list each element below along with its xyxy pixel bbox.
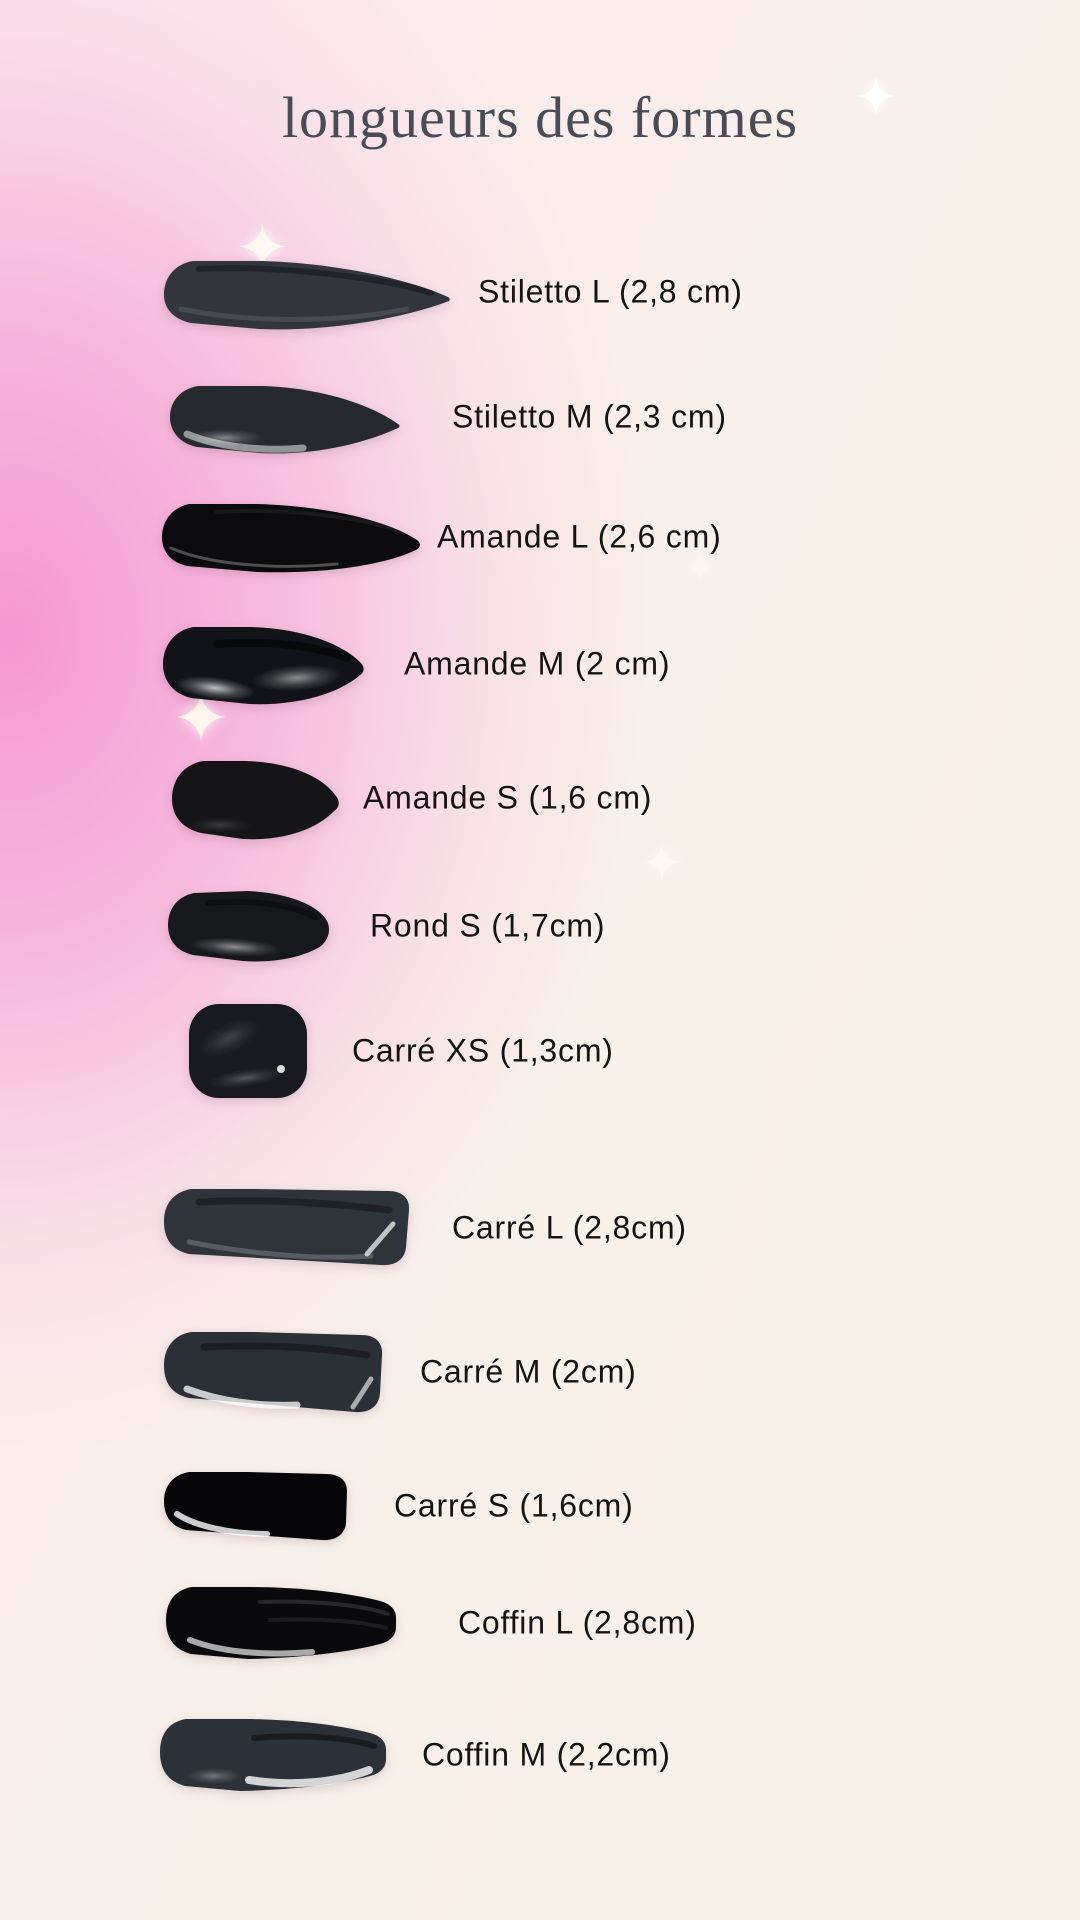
nail-size-label: Stiletto M (2,3 cm) — [452, 398, 727, 435]
nail-row-amande-s: Amande S (1,6 cm) — [0, 751, 1080, 844]
nail-row-stiletto-l: Stiletto L (2,8 cm) — [0, 251, 1080, 333]
carre-m-nail-image — [164, 1332, 383, 1413]
nail-row-amande-m: Amande M (2 cm) — [0, 618, 1080, 710]
nail-size-label: Amande L (2,6 cm) — [437, 518, 722, 555]
stiletto-m-nail-image — [170, 386, 400, 454]
amande-s-nail-image — [172, 761, 339, 840]
sparkle-icon — [685, 551, 715, 581]
page-title: longueurs des formes — [281, 85, 799, 150]
nail-size-label: Stiletto L (2,8 cm) — [478, 273, 743, 310]
nail-row-coffin-l: Coffin L (2,8cm) — [0, 1580, 1080, 1666]
nail-row-carre-l: Carré L (2,8cm) — [0, 1182, 1080, 1274]
nail-row-carre-xs: Carré XS (1,3cm) — [0, 998, 1080, 1103]
nail-size-label: Carré S (1,6cm) — [394, 1487, 634, 1524]
nail-size-label: Rond S (1,7cm) — [370, 907, 606, 943]
nail-row-carre-m: Carré M (2cm) — [0, 1325, 1080, 1419]
sparkle-icon — [176, 692, 226, 742]
stiletto-l-nail-image — [163, 261, 450, 330]
coffin-l-nail-image — [166, 1587, 396, 1659]
nail-size-label: Amande M (2 cm) — [404, 645, 671, 682]
coffin-m-nail-image — [160, 1719, 386, 1791]
nail-size-label: Amande S (1,6 cm) — [363, 779, 653, 815]
carre-xs-nail-image — [189, 1004, 307, 1098]
nail-size-label: Carré XS (1,3cm) — [352, 1032, 614, 1068]
amande-l-nail-image — [162, 504, 420, 573]
nail-size-label: Coffin L (2,8cm) — [458, 1604, 697, 1641]
nail-row-amande-l: Amande L (2,6 cm) — [0, 496, 1080, 578]
nail-row-carre-s: Carré S (1,6cm) — [0, 1466, 1080, 1546]
nail-size-label: Coffin M (2,2cm) — [422, 1736, 671, 1773]
sparkle-icon — [239, 223, 286, 270]
nail-size-label: Carré L (2,8cm) — [452, 1209, 687, 1246]
carre-s-nail-image — [164, 1472, 347, 1541]
amande-m-nail-image — [163, 627, 364, 705]
sparkle-icon — [857, 77, 895, 115]
nail-row-coffin-m: Coffin M (2,2cm) — [0, 1712, 1080, 1798]
nail-size-label: Carré M (2cm) — [420, 1353, 637, 1390]
rond-s-nail-image — [168, 891, 329, 962]
nail-row-stiletto-m: Stiletto M (2,3 cm) — [0, 374, 1080, 460]
carre-l-nail-image — [164, 1189, 410, 1266]
nail-row-rond-s: Rond S (1,7cm) — [0, 885, 1080, 966]
sparkle-icon — [644, 844, 680, 880]
